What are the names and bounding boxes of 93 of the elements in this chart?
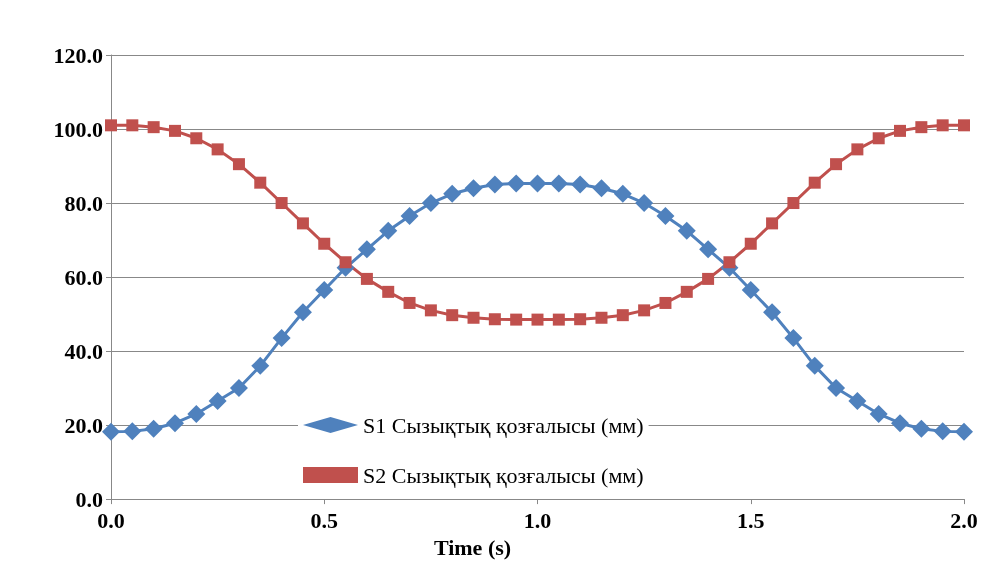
point [510, 313, 523, 326]
point [766, 217, 779, 230]
point [464, 179, 483, 198]
point [787, 197, 800, 210]
point [485, 175, 504, 194]
point [229, 379, 248, 398]
point [421, 194, 440, 213]
point [105, 119, 117, 132]
point [656, 206, 675, 225]
point [467, 311, 480, 324]
point [123, 422, 142, 441]
point [147, 121, 160, 134]
y-tick-label: 40.0 [64, 338, 103, 364]
x-tick-label: 1.0 [523, 507, 552, 533]
point [805, 356, 824, 375]
point [702, 272, 715, 285]
point [827, 379, 846, 398]
point [635, 194, 654, 213]
point [894, 124, 907, 137]
point [869, 404, 888, 423]
point [360, 272, 373, 285]
point [851, 143, 864, 156]
point [443, 184, 462, 203]
y-tick-label: 80.0 [64, 190, 103, 216]
point [549, 174, 568, 193]
point [168, 124, 181, 137]
point [571, 175, 590, 194]
point [680, 285, 693, 298]
point [251, 356, 270, 375]
point [318, 237, 331, 250]
legend-label: S1 Сызықтық қозғалысы (мм) [363, 412, 644, 438]
point [190, 132, 203, 145]
point [144, 419, 163, 438]
point [677, 221, 696, 240]
point [933, 422, 952, 441]
point [699, 240, 718, 259]
y-tick-label: 120.0 [53, 42, 103, 68]
point [595, 311, 608, 324]
point [403, 296, 416, 309]
point [211, 143, 224, 156]
point [744, 237, 757, 250]
y-tick-label: 100.0 [53, 116, 103, 142]
point [446, 309, 459, 322]
point [912, 419, 931, 438]
point [613, 184, 632, 203]
point [424, 304, 437, 317]
point [315, 281, 334, 299]
point [659, 296, 672, 309]
point [400, 206, 419, 225]
point [293, 303, 312, 322]
point [528, 174, 547, 193]
point [531, 313, 544, 326]
point [272, 329, 291, 348]
point [784, 329, 803, 348]
point [891, 414, 910, 433]
point [187, 404, 206, 423]
point [296, 217, 309, 230]
point [254, 176, 267, 189]
point [382, 285, 395, 298]
y-tick-label: 20.0 [64, 412, 103, 438]
point [488, 313, 501, 326]
point [102, 422, 120, 441]
point [808, 176, 821, 189]
point [357, 240, 376, 259]
point [723, 256, 736, 269]
point [830, 158, 843, 171]
point [763, 303, 782, 322]
legend-label: S2 Сызықтық қозғалысы (мм) [363, 462, 644, 488]
point [936, 119, 949, 132]
point [955, 422, 973, 441]
point [574, 313, 587, 326]
point [339, 256, 352, 269]
point [958, 119, 970, 132]
point [915, 121, 928, 134]
point [741, 281, 760, 299]
x-tick-label: 2.0 [950, 507, 978, 533]
point [872, 132, 885, 145]
x-tick-label: 1.5 [737, 507, 765, 533]
point [638, 304, 651, 317]
point [126, 119, 139, 132]
point [552, 313, 565, 326]
point [208, 392, 227, 411]
x-axis-title: Time (s) [433, 534, 512, 560]
point [275, 197, 288, 210]
point [379, 221, 398, 240]
point [232, 158, 245, 171]
x-tick-label: 0.5 [310, 507, 338, 533]
y-tick-label: 60.0 [64, 264, 103, 290]
point [616, 309, 629, 322]
point [848, 392, 867, 411]
point [507, 174, 526, 193]
point [592, 179, 611, 198]
point [165, 414, 184, 433]
